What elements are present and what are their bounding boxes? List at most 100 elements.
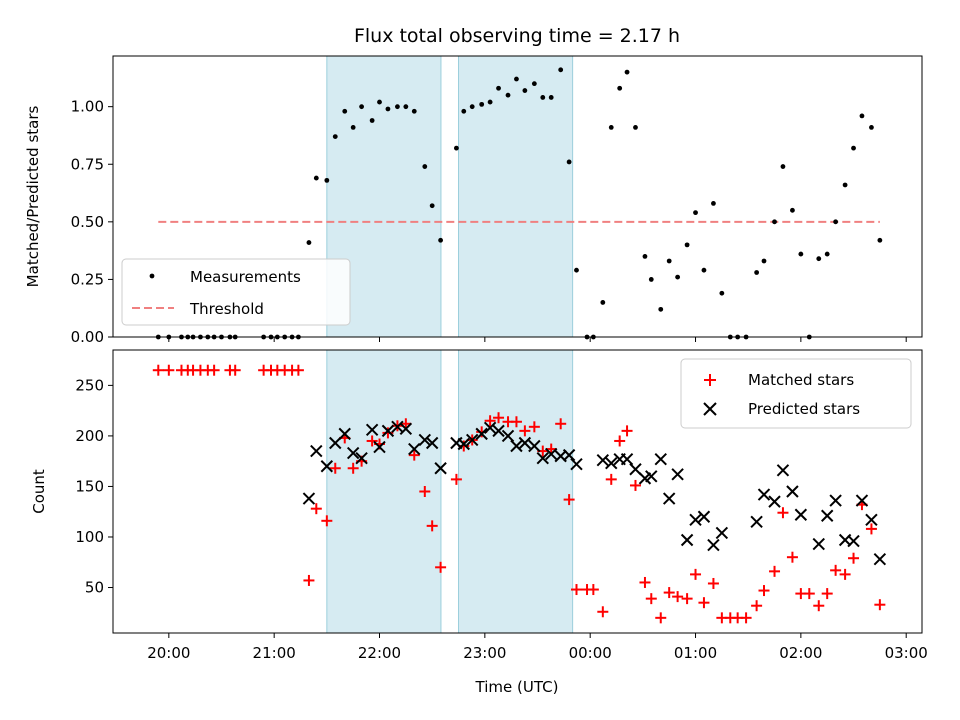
predicted-star-point (794, 508, 808, 521)
matched-star-point (329, 462, 341, 474)
matched-star-point (681, 593, 693, 605)
predicted-star-point (776, 464, 790, 477)
predicted-star-point (689, 513, 702, 527)
measurement-point (824, 251, 830, 257)
matched-star-point (629, 479, 641, 491)
measurement-point (574, 267, 579, 273)
count-tick-label: 250 (75, 376, 104, 394)
predicted-star-point (671, 468, 684, 481)
measurement-point (719, 290, 725, 296)
count-tick-label: 100 (75, 528, 104, 546)
count-axis-label: Count (30, 469, 48, 514)
measurement-point (306, 240, 312, 245)
measurement-point (522, 88, 528, 93)
measurement-point (869, 125, 874, 130)
matched-star-point (690, 568, 702, 580)
count-tick-label: 50 (85, 579, 104, 597)
measurement-point (648, 277, 654, 282)
measurement-point (658, 306, 664, 312)
predicted-star-point (365, 423, 379, 437)
legend-predicted-marker (703, 402, 717, 416)
measurement-point (859, 113, 865, 119)
legend-matched-marker (704, 374, 716, 386)
matched-star-point (621, 425, 633, 437)
matched-star-point (450, 473, 462, 485)
predicted-star-point (310, 444, 323, 458)
legend-measurements-label: Measurements (190, 268, 301, 286)
time-axis-label: Time (UTC) (475, 678, 559, 696)
matched-star-point (570, 584, 582, 596)
measurement-point (701, 267, 707, 273)
predicted-star-point (528, 439, 541, 453)
measurement-point (754, 270, 760, 275)
measurement-point (377, 99, 382, 105)
predicted-star-point (596, 453, 610, 467)
predicted-star-point (399, 422, 413, 436)
predicted-star-point (629, 463, 642, 476)
predicted-star-point (829, 494, 842, 507)
predicted-star-point (662, 492, 676, 505)
predicted-star-point (373, 440, 386, 454)
measurement-point (790, 207, 795, 213)
measurement-point (531, 81, 537, 87)
predicted-star-point (338, 427, 351, 441)
matched-star-point (435, 561, 447, 573)
time-tick-label: 00:00 (569, 644, 612, 662)
measurement-point (798, 251, 804, 257)
predicted-star-point (355, 451, 368, 465)
count-legend: Matched stars Predicted stars (680, 358, 912, 429)
predicted-star-point (786, 485, 799, 498)
matched-star-point (382, 427, 394, 439)
predicted-star-point (302, 492, 316, 505)
matched-star-point (769, 565, 781, 577)
matched-star-point (208, 364, 220, 376)
measurement-point (851, 145, 856, 151)
matched-star-point (614, 435, 626, 447)
ratio-tick-label: 1.00 (71, 98, 104, 116)
matched-star-point (555, 418, 567, 430)
time-tick-label: 22:00 (358, 644, 401, 662)
measurement-point (469, 104, 475, 110)
time-tick-label: 02:00 (779, 644, 822, 662)
measurement-point (422, 164, 428, 169)
predicted-star-point (465, 433, 479, 447)
measurement-point (548, 95, 554, 100)
matched-star-point (528, 421, 540, 433)
matched-star-point (740, 612, 752, 624)
measurement-point (675, 274, 681, 280)
matched-star-point (830, 564, 842, 576)
predicted-star-point (757, 488, 771, 501)
measurement-point (833, 219, 839, 225)
matched-star-point (605, 473, 617, 485)
predicted-star-point (768, 495, 781, 508)
matched-star-point (366, 435, 378, 447)
measurement-point (461, 108, 467, 114)
legend-threshold-label: Threshold (189, 300, 264, 318)
matched-star-point (484, 415, 496, 427)
matched-star-point (672, 591, 684, 603)
measurement-point (761, 258, 767, 264)
predicted-star-point (408, 442, 421, 456)
predicted-star-point (545, 447, 558, 461)
matched-star-point (751, 600, 763, 612)
time-tick-label: 01:00 (674, 644, 717, 662)
predicted-star-point (812, 537, 825, 551)
ratio-tick-label: 0.00 (71, 328, 104, 346)
matched-star-point (813, 600, 825, 612)
measurement-point (324, 177, 330, 183)
ratio-legend: Measurements Threshold (121, 258, 351, 326)
measurement-point (617, 85, 623, 91)
predicted-star-point (483, 421, 497, 435)
time-tick-label: 21:00 (253, 644, 296, 662)
matched-star-point (229, 364, 241, 376)
predicted-star-point (570, 458, 583, 471)
ratio-tick-label: 0.25 (71, 270, 104, 288)
count-tick-label: 150 (75, 477, 104, 495)
predicted-star-point (697, 510, 711, 523)
measurement-point (496, 85, 501, 91)
matched-star-point (310, 503, 322, 515)
matched-star-point (698, 597, 710, 609)
predicted-star-point (346, 446, 360, 460)
measurement-point (642, 253, 648, 259)
matched-star-point (655, 612, 667, 624)
